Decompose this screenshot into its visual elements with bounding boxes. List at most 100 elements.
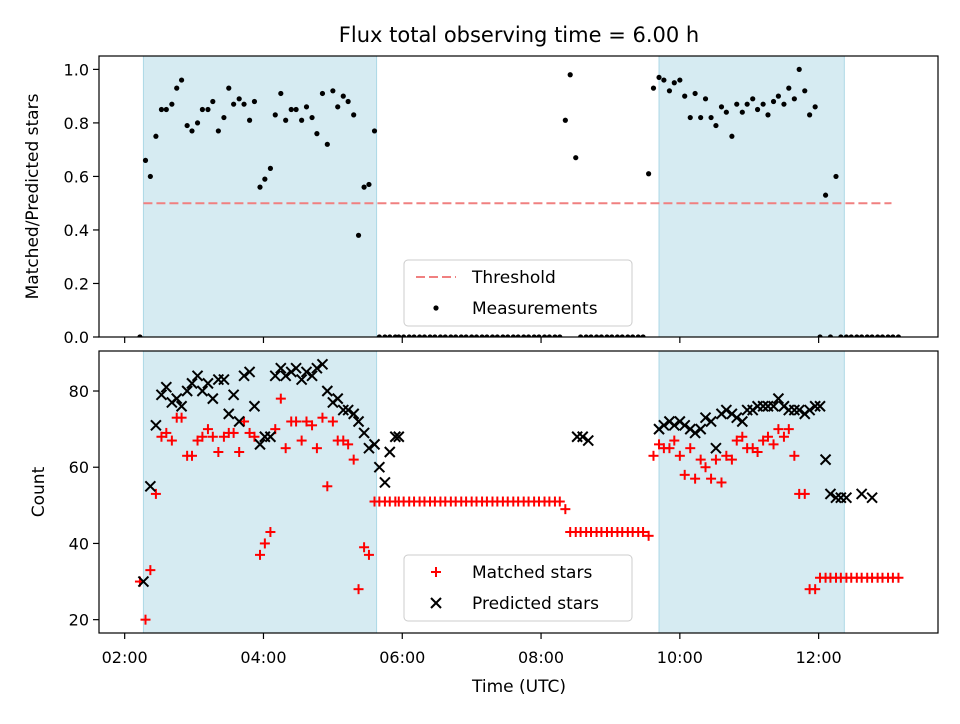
- marker-stroke: [668, 419, 681, 432]
- data-point: [521, 334, 527, 337]
- data-point: [668, 419, 681, 432]
- data-point: [679, 469, 690, 480]
- data-point: [708, 114, 714, 121]
- marker-stroke: [254, 438, 266, 451]
- data-point: [265, 527, 276, 538]
- data-point: [186, 377, 198, 390]
- count-legend: Matched stars Predicted stars: [403, 554, 633, 622]
- data-point: [239, 416, 250, 427]
- data-point: [243, 366, 256, 378]
- marker-stroke: [202, 377, 214, 390]
- data-point: [453, 334, 459, 337]
- data-point: [307, 420, 318, 431]
- marker-stroke: [379, 476, 391, 489]
- data-point: [536, 334, 542, 337]
- marker-stroke: [191, 370, 204, 382]
- data-point: [635, 334, 641, 337]
- y-tick-label: 20: [69, 611, 89, 630]
- data-point: [160, 381, 173, 393]
- data-point: [838, 334, 844, 337]
- data-point: [810, 584, 821, 595]
- data-point: [692, 90, 698, 97]
- data-point: [690, 473, 701, 484]
- legend-marker: [433, 305, 439, 311]
- data-point: [638, 527, 649, 538]
- marker-stroke: [227, 389, 240, 401]
- data-point: [515, 334, 521, 337]
- x-axis-label: Time (UTC): [471, 677, 566, 697]
- data-point: [337, 404, 349, 416]
- data-point: [840, 492, 853, 504]
- marker-stroke: [207, 392, 219, 405]
- data-point: [417, 334, 423, 337]
- marker-stroke: [248, 400, 261, 412]
- marker-stroke: [694, 423, 707, 435]
- data-point: [236, 96, 242, 102]
- data-point: [687, 114, 693, 121]
- data-point: [723, 109, 729, 115]
- data-point: [296, 435, 307, 446]
- data-point: [576, 431, 589, 443]
- marker-stroke: [332, 392, 344, 405]
- data-point: [254, 549, 265, 560]
- data-point: [155, 389, 168, 401]
- data-point: [855, 488, 868, 500]
- data-point: [767, 400, 780, 412]
- data-point: [830, 492, 842, 504]
- marker-stroke: [699, 411, 712, 424]
- data-point: [864, 334, 870, 337]
- data-point: [335, 104, 341, 110]
- data-point: [401, 334, 407, 337]
- data-point: [674, 450, 685, 461]
- data-point: [442, 334, 448, 337]
- data-point: [317, 412, 328, 423]
- data-point: [713, 122, 719, 129]
- data-point: [421, 334, 428, 337]
- marker-stroke: [772, 392, 785, 405]
- data-point: [479, 334, 485, 337]
- marker-stroke: [389, 431, 402, 443]
- data-point: [866, 492, 878, 504]
- marker-stroke: [866, 492, 878, 504]
- y-tick-label: 0.2: [64, 274, 89, 293]
- marker-stroke: [175, 400, 188, 412]
- data-point: [264, 431, 277, 443]
- data-point: [822, 192, 829, 198]
- marker-stroke: [269, 370, 281, 382]
- observing-window-2: [658, 350, 845, 634]
- data-point: [791, 96, 797, 102]
- ratio-y-axis-label: Matched/Predicted stars: [23, 93, 43, 299]
- data-point: [332, 392, 344, 405]
- data-point: [223, 408, 235, 420]
- data-point: [196, 385, 209, 397]
- data-point: [300, 366, 313, 378]
- data-point: [554, 496, 565, 507]
- data-point: [473, 334, 480, 337]
- data-point: [291, 416, 302, 427]
- predicted-stars-series: [137, 358, 878, 588]
- data-point: [737, 431, 748, 442]
- data-point: [254, 438, 266, 451]
- data-point: [322, 481, 333, 492]
- data-point: [772, 392, 785, 405]
- data-point: [272, 112, 278, 118]
- data-point: [437, 334, 444, 337]
- data-point: [178, 77, 185, 83]
- data-point: [716, 477, 727, 488]
- data-point: [153, 133, 159, 139]
- data-point: [184, 122, 190, 129]
- data-point: [231, 101, 237, 107]
- data-point: [729, 133, 735, 139]
- data-point: [226, 85, 232, 91]
- data-point: [137, 334, 143, 337]
- data-point: [166, 435, 177, 446]
- data-point: [340, 93, 346, 99]
- marker-stroke: [218, 373, 230, 386]
- data-point: [744, 101, 750, 107]
- data-point: [275, 393, 286, 404]
- data-point: [650, 85, 657, 91]
- data-point: [352, 415, 365, 428]
- data-point: [893, 572, 904, 583]
- data-point: [802, 88, 808, 94]
- data-point: [700, 462, 711, 473]
